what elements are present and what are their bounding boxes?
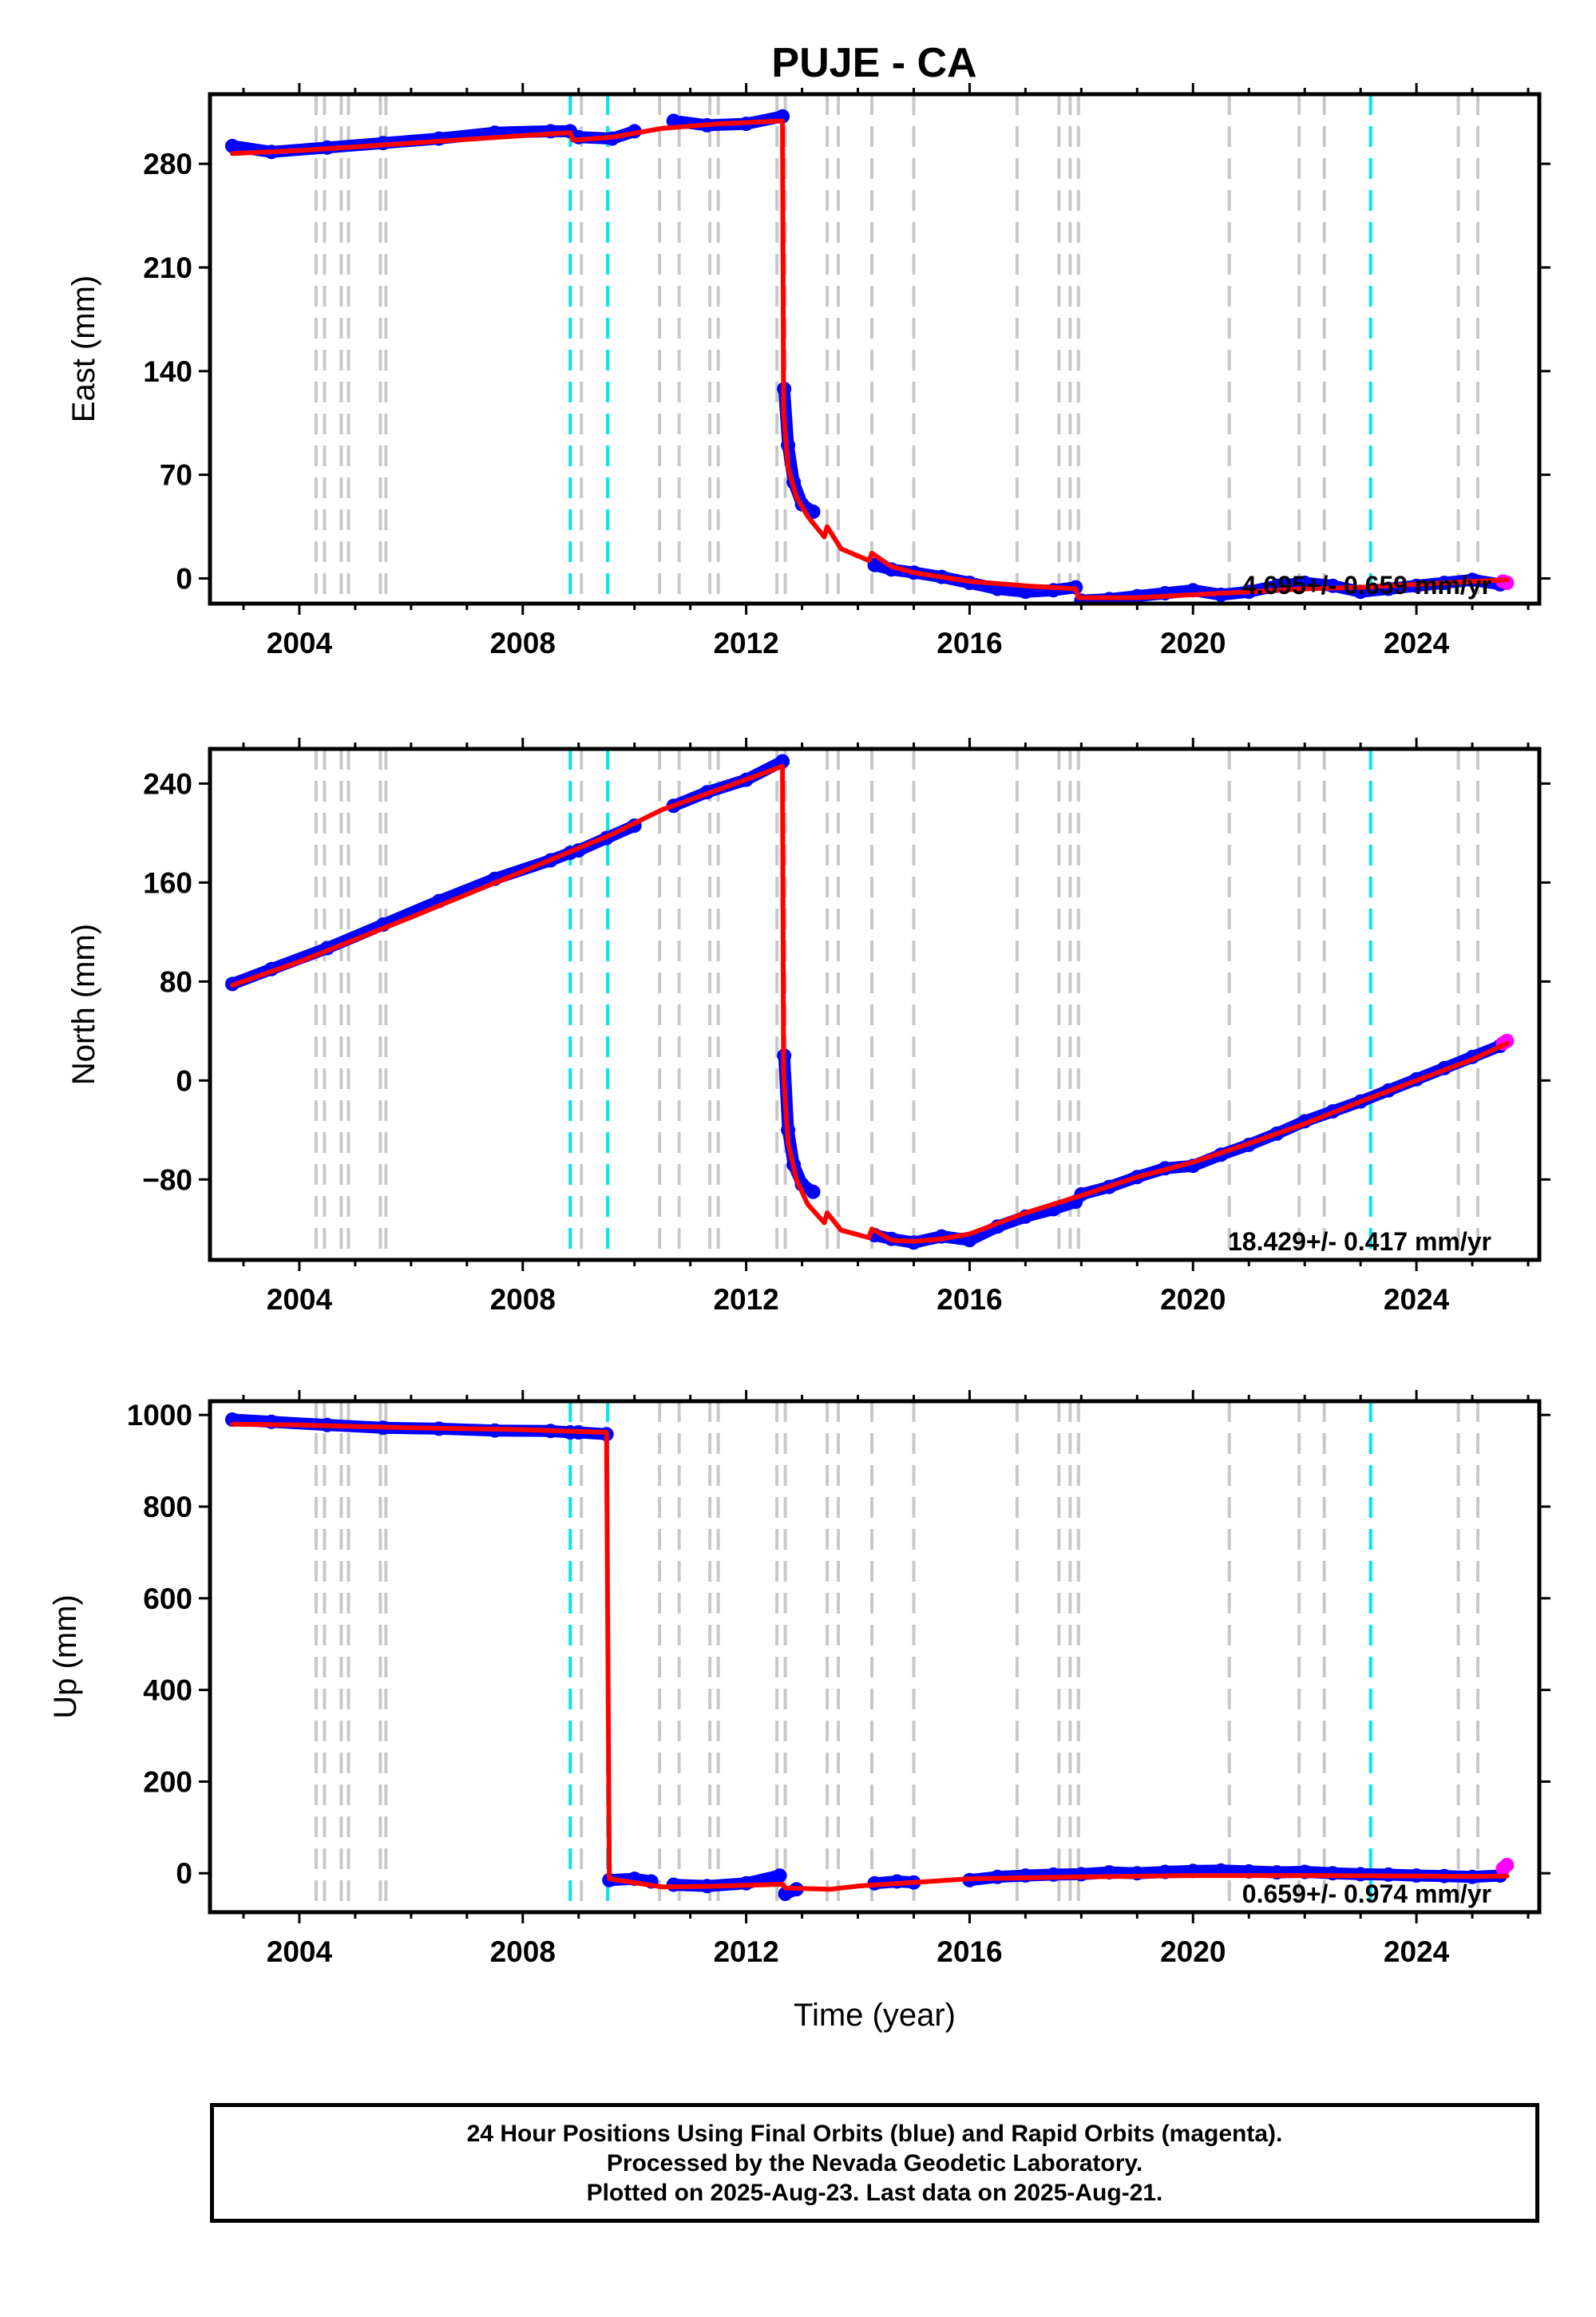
rapid-orbit-point xyxy=(1499,1857,1515,1872)
x-tick-label: 2020 xyxy=(1160,627,1226,659)
north-mm-axis-label: North (mm) xyxy=(66,924,101,1085)
chart-title: PUJE - CA xyxy=(771,40,976,86)
plot-background xyxy=(210,1401,1539,1912)
x-tick-label: 2020 xyxy=(1160,1935,1226,1968)
y-tick-label: 0 xyxy=(176,1064,192,1097)
x-tick-label: 2008 xyxy=(490,1283,556,1316)
y-tick-label: 160 xyxy=(143,866,192,899)
final-orbit-point xyxy=(772,1868,787,1883)
velocity-annotation: 18.429+/- 0.417 mm/yr xyxy=(1228,1227,1491,1256)
x-tick-label: 2024 xyxy=(1384,1935,1450,1968)
plot-area xyxy=(225,1401,1515,1912)
up-panel: 0 200 400 600 800 1000 2004 2008 2012 2016 2020 202… xyxy=(48,1390,1550,2033)
east-mm-axis-label: East (mm) xyxy=(66,275,101,422)
plot-frame xyxy=(208,1399,1542,1915)
x-tick-label: 2008 xyxy=(490,627,556,659)
y-tick-label: −80 xyxy=(142,1163,192,1196)
x-tick-label: 2004 xyxy=(267,1935,333,1968)
y-tick-label: 0 xyxy=(176,1857,192,1890)
x-tick-label: 2012 xyxy=(713,1935,778,1968)
footer-box: 24 Hour Positions Using Final Orbits (bl… xyxy=(210,2103,1539,2223)
footer-line-3: Plotted on 2025-Aug-23. Last data on 202… xyxy=(586,2179,1163,2206)
y-tick-label: 200 xyxy=(143,1765,192,1798)
north-panel: −80 0 80 160 240 2004 2008 2012 2016 2020 2024 Nort… xyxy=(66,738,1550,1316)
plot-frame xyxy=(208,92,1542,606)
model-fit-line xyxy=(230,118,1510,600)
y-tick-label: 600 xyxy=(143,1582,192,1615)
x-tick-label: 2016 xyxy=(937,1283,1002,1316)
x-tick-label: 2012 xyxy=(713,627,778,659)
x-tick-label: 2016 xyxy=(937,1935,1002,1968)
x-axis-label: Time (year) xyxy=(794,1998,956,2033)
east-panel: 0 70 140 210 280 2004 2008 2012 2016 2020 2024 East… xyxy=(66,83,1550,659)
y-tick-label: 400 xyxy=(143,1674,192,1707)
model-fit-line-segment xyxy=(230,1421,1510,1892)
velocity-annotation: 4.695+/- 0.659 mm/yr xyxy=(1242,571,1491,600)
y-tick-label: 140 xyxy=(143,355,192,388)
y-tick-label: 280 xyxy=(143,148,192,180)
y-tick-label: 80 xyxy=(160,965,192,998)
y-tick-label: 70 xyxy=(160,459,192,492)
plot-background xyxy=(210,94,1539,604)
velocity-annotation: 0.659+/- 0.974 mm/yr xyxy=(1242,1879,1491,1908)
footer-line-2: Processed by the Nevada Geodetic Laborat… xyxy=(606,2149,1143,2176)
footer-line-1: 24 Hour Positions Using Final Orbits (bl… xyxy=(466,2120,1283,2147)
plot-area xyxy=(225,749,1515,1260)
final-orbit-point xyxy=(1325,1866,1341,1881)
final-orbit-point xyxy=(225,138,240,153)
final-orbit-point xyxy=(666,113,681,129)
x-tick-label: 2020 xyxy=(1160,1283,1226,1316)
x-tick-label: 2012 xyxy=(713,1283,778,1316)
x-tick-label: 2024 xyxy=(1384,1283,1450,1316)
model-fit-line xyxy=(230,1421,1510,1892)
x-tick-label: 2004 xyxy=(267,1283,333,1316)
y-tick-label: 800 xyxy=(143,1491,192,1523)
model-fit-line-segment xyxy=(230,763,1510,1244)
model-fit-line-segment xyxy=(230,118,1510,600)
up-mm-axis-label: Up (mm) xyxy=(48,1594,83,1719)
final-orbit-point xyxy=(806,1184,821,1199)
plot-area xyxy=(225,94,1515,604)
plot-frame xyxy=(208,747,1542,1262)
final-orbit-point xyxy=(775,754,790,769)
y-tick-label: 210 xyxy=(143,252,192,284)
x-tick-label: 2024 xyxy=(1384,627,1450,659)
x-tick-label: 2016 xyxy=(937,627,1002,659)
model-fit-line xyxy=(230,763,1510,1244)
rapid-orbits-series xyxy=(1495,1857,1515,1876)
x-tick-label: 2008 xyxy=(490,1935,556,1968)
y-tick-label: 1000 xyxy=(127,1399,192,1432)
y-tick-label: 0 xyxy=(176,562,192,595)
x-tick-label: 2004 xyxy=(267,627,333,659)
plot-background xyxy=(210,749,1539,1260)
y-tick-label: 240 xyxy=(143,767,192,800)
